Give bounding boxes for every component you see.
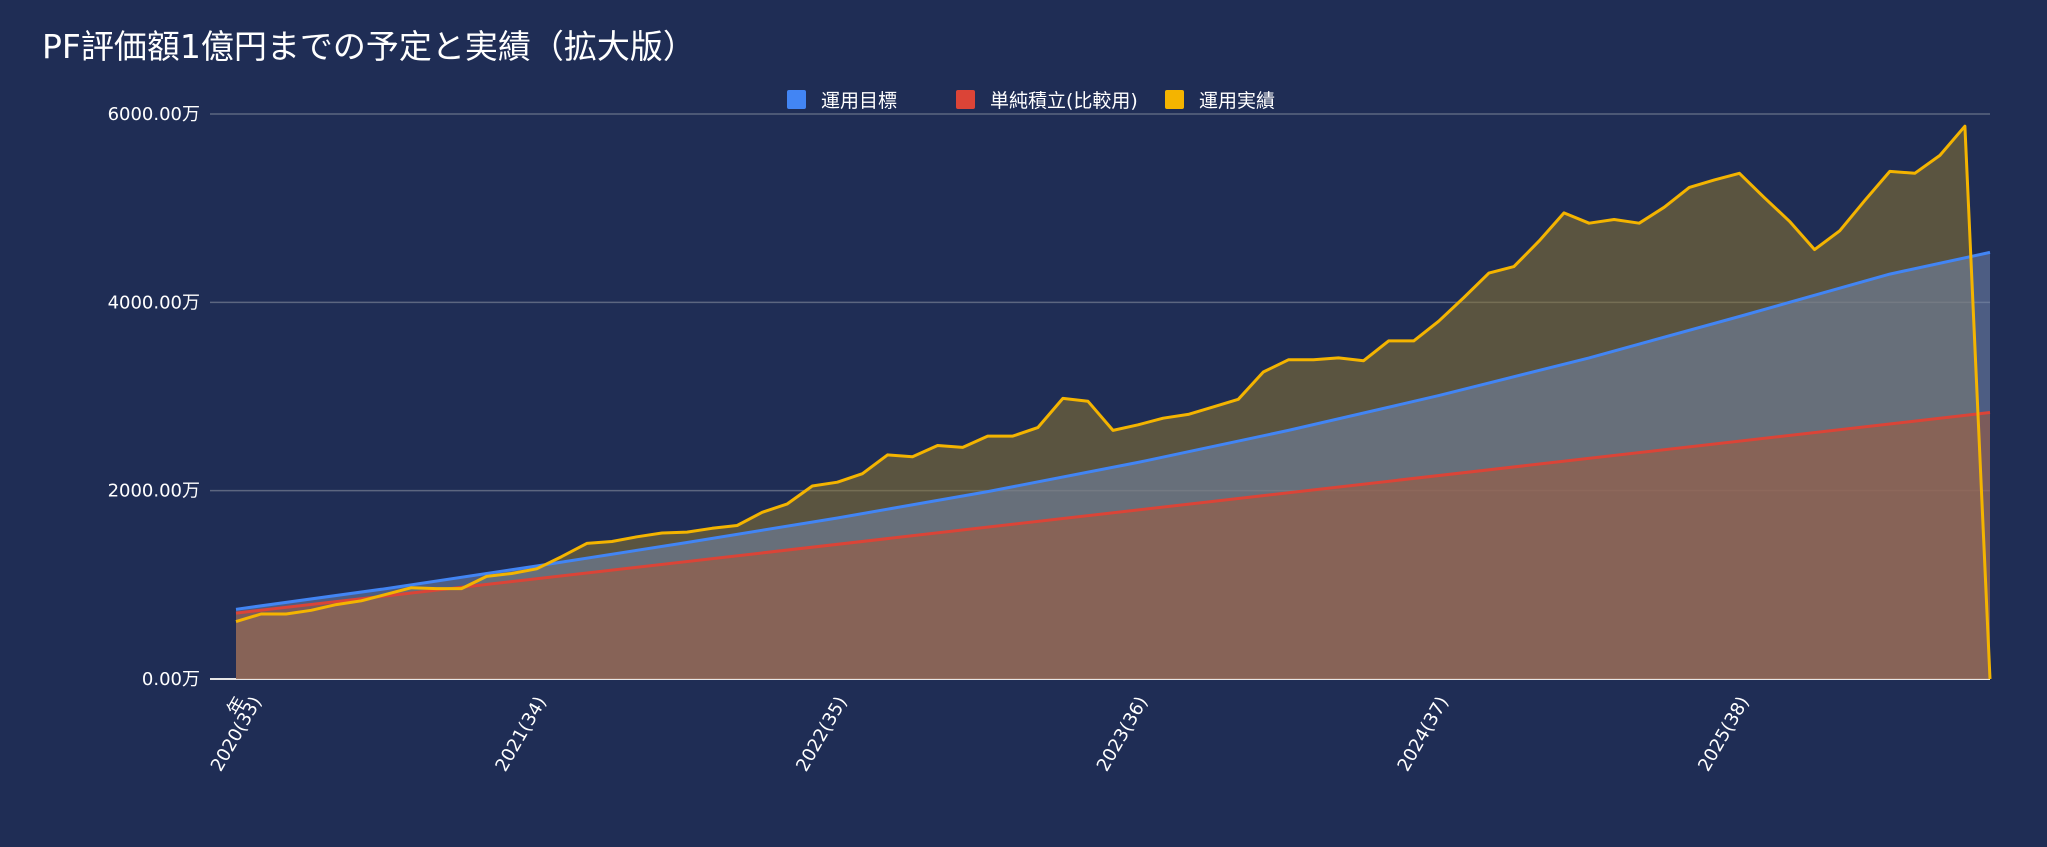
- legend-label: 単純積立(比較用): [990, 90, 1138, 112]
- x-tick-label: 2022(35): [792, 693, 852, 775]
- legend-swatch: [787, 90, 806, 109]
- area-単純積立(比較用): [236, 412, 1990, 679]
- y-tick-label: 0.00万: [142, 669, 200, 690]
- line-運用実績: [235, 124, 1992, 680]
- line-運用目標: [235, 250, 1991, 611]
- y-tick-label: 4000.00万: [108, 292, 200, 313]
- legend-item[interactable]: 運用実績: [1165, 90, 1275, 112]
- x-tick-label: 2024(37): [1394, 693, 1454, 775]
- x-tick-label: 2023(36): [1093, 693, 1153, 775]
- legend-label: 運用目標: [821, 90, 897, 112]
- y-tick-label: 6000.00万: [108, 104, 200, 125]
- legend-label: 運用実績: [1199, 90, 1275, 112]
- x-tick-label: 2025(38): [1694, 693, 1754, 775]
- line-単純積立(比較用): [235, 411, 1991, 615]
- legend-item[interactable]: 運用目標: [787, 90, 897, 112]
- chart-title: PF評価額1億円までの予定と実績（拡大版）: [42, 27, 696, 66]
- y-tick-label: 2000.00万: [108, 481, 200, 502]
- legend-swatch: [956, 90, 975, 109]
- legend-item[interactable]: 単純積立(比較用): [956, 90, 1138, 112]
- legend[interactable]: 運用目標 単純積立(比較用) 運用実績: [787, 90, 1275, 112]
- series-lines: [235, 124, 1992, 680]
- x-tick-label: 2021(34): [491, 693, 551, 775]
- series-areas: [236, 126, 1990, 679]
- y-axis-labels: 0.00万 2000.00万 4000.00万 6000.00万: [108, 104, 200, 690]
- legend-swatch: [1165, 90, 1184, 109]
